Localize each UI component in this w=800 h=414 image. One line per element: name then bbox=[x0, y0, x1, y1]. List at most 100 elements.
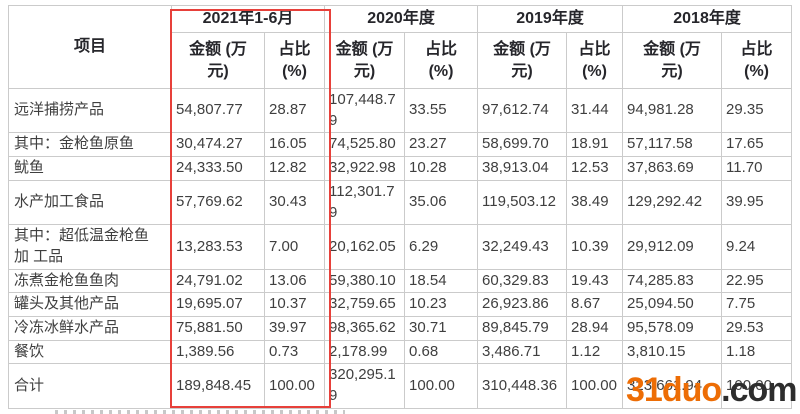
cell-ratio: 38.49 bbox=[566, 179, 624, 226]
cell-amount: 189,848.45 bbox=[171, 363, 265, 409]
col-group-2020: 2020年度 bbox=[324, 4, 479, 34]
row-label: 罐头及其他产品 bbox=[8, 292, 172, 317]
row-label: 远洋捕捞产品 bbox=[8, 88, 172, 134]
row-label: 冷冻冰鲜水产品 bbox=[8, 315, 172, 341]
cell-ratio: 7.75 bbox=[721, 292, 793, 317]
cell-ratio: 30.43 bbox=[263, 179, 326, 226]
cell-ratio: 13.06 bbox=[263, 268, 326, 294]
watermark-brand-text: 31duo bbox=[626, 371, 722, 409]
cell-ratio: 22.95 bbox=[721, 268, 793, 294]
cell-amount: 57,769.62 bbox=[171, 179, 265, 226]
cell-ratio: 1.18 bbox=[721, 339, 793, 365]
cell-ratio: 23.27 bbox=[404, 132, 479, 158]
cell-ratio: 39.97 bbox=[263, 315, 326, 341]
table-row: 餐饮 1,389.56 0.73 2,178.99 0.68 3,486.71 … bbox=[8, 339, 793, 365]
table-row: 冻煮金枪鱼鱼肉 24,791.02 13.06 59,380.10 18.54 … bbox=[8, 268, 793, 294]
cell-ratio: 10.28 bbox=[404, 156, 479, 181]
cell-amount: 59,380.10 bbox=[324, 268, 406, 294]
subheader-ratio-2021: 占比 (%) bbox=[263, 32, 326, 90]
watermark-logo: 31duo.com bbox=[626, 371, 797, 410]
cell-ratio: 100.00 bbox=[263, 363, 326, 409]
cell-ratio: 19.43 bbox=[566, 268, 624, 294]
cell-amount: 3,810.15 bbox=[622, 339, 723, 365]
row-label-total: 合计 bbox=[8, 363, 172, 409]
cell-ratio: 12.82 bbox=[263, 156, 326, 181]
cell-amount: 20,162.05 bbox=[324, 224, 406, 270]
cell-ratio: 1.12 bbox=[566, 339, 624, 365]
cutoff-text-remnant bbox=[55, 410, 345, 414]
cell-ratio: 0.68 bbox=[404, 339, 479, 365]
cell-amount: 1,389.56 bbox=[171, 339, 265, 365]
row-label: 其中：超低温金枪鱼加 工品 bbox=[8, 224, 172, 270]
cell-amount: 19,695.07 bbox=[171, 292, 265, 317]
cell-amount: 98,365.62 bbox=[324, 315, 406, 341]
cell-ratio: 100.00 bbox=[404, 363, 479, 409]
cell-amount: 2,178.99 bbox=[324, 339, 406, 365]
cell-ratio: 31.44 bbox=[566, 88, 624, 134]
cell-amount: 112,301.79 bbox=[324, 179, 406, 226]
cell-amount: 94,981.28 bbox=[622, 88, 723, 134]
cell-ratio: 28.87 bbox=[263, 88, 326, 134]
subheader-ratio-2020: 占比 (%) bbox=[404, 32, 479, 90]
table-header-group-row: 项目 2021年1-6月 2020年度 2019年度 2018年度 bbox=[8, 4, 793, 90]
subheader-ratio-2019: 占比 (%) bbox=[566, 32, 624, 90]
cell-ratio: 33.55 bbox=[404, 88, 479, 134]
table-row: 罐头及其他产品 19,695.07 10.37 32,759.65 10.23 … bbox=[8, 292, 793, 317]
cell-amount: 38,913.04 bbox=[477, 156, 568, 181]
cell-amount: 119,503.12 bbox=[477, 179, 568, 226]
cell-amount: 320,295.19 bbox=[324, 363, 406, 409]
cell-ratio: 7.00 bbox=[263, 224, 326, 270]
cell-amount: 32,922.98 bbox=[324, 156, 406, 181]
cell-amount: 58,699.70 bbox=[477, 132, 568, 158]
cell-amount: 25,094.50 bbox=[622, 292, 723, 317]
watermark-suffix-text: .com bbox=[721, 371, 797, 409]
table-subheader-row: 金额 (万 元) 占比 (%) 金额 (万 元) 占比 (%) 金额 (万 元)… bbox=[9, 32, 793, 90]
table-row-total: 合计 189,848.45 100.00 320,295.19 100.00 3… bbox=[8, 363, 793, 409]
col-group-2018: 2018年度 bbox=[622, 4, 793, 34]
cell-ratio: 18.54 bbox=[404, 268, 479, 294]
cell-amount: 32,759.65 bbox=[324, 292, 406, 317]
table-row: 其中：金枪鱼原鱼 30,474.27 16.05 74,525.80 23.27… bbox=[8, 132, 793, 158]
table-row: 水产加工食品 57,769.62 30.43 112,301.79 35.06 … bbox=[8, 179, 793, 226]
cell-ratio: 8.67 bbox=[566, 292, 624, 317]
cell-ratio: 0.73 bbox=[263, 339, 326, 365]
cell-amount: 323,661.94 bbox=[622, 363, 723, 409]
cell-amount: 26,923.86 bbox=[477, 292, 568, 317]
subheader-amount-2019: 金额 (万 元) bbox=[477, 32, 568, 90]
cell-ratio: 30.71 bbox=[404, 315, 479, 341]
cell-amount: 89,845.79 bbox=[477, 315, 568, 341]
table-row: 冷冻冰鲜水产品 75,881.50 39.97 98,365.62 30.71 … bbox=[8, 315, 793, 341]
cell-amount: 32,249.43 bbox=[477, 224, 568, 270]
row-label: 餐饮 bbox=[8, 339, 172, 365]
cell-amount: 60,329.83 bbox=[477, 268, 568, 294]
row-label: 水产加工食品 bbox=[8, 179, 172, 226]
cell-ratio: 10.37 bbox=[263, 292, 326, 317]
cell-ratio: 9.24 bbox=[721, 224, 793, 270]
cell-ratio: 100.00 bbox=[566, 363, 624, 409]
subheader-amount-2021: 金额 (万 元) bbox=[171, 32, 265, 90]
cell-ratio: 100.00 bbox=[721, 363, 793, 409]
cell-ratio: 29.35 bbox=[721, 88, 793, 134]
cell-ratio: 16.05 bbox=[263, 132, 326, 158]
cell-amount: 57,117.58 bbox=[622, 132, 723, 158]
row-label: 其中：金枪鱼原鱼 bbox=[8, 132, 172, 158]
cell-amount: 75,881.50 bbox=[171, 315, 265, 341]
subheader-ratio-2018: 占比 (%) bbox=[721, 32, 793, 90]
cell-amount: 74,525.80 bbox=[324, 132, 406, 158]
financial-table: 项目 2021年1-6月 2020年度 2019年度 2018年度 金额 (万 … bbox=[8, 4, 793, 409]
col-group-2021h1: 2021年1-6月 bbox=[170, 4, 326, 34]
cell-amount: 310,448.36 bbox=[477, 363, 568, 409]
cell-amount: 24,791.02 bbox=[171, 268, 265, 294]
cell-amount: 13,283.53 bbox=[171, 224, 265, 270]
cell-amount: 29,912.09 bbox=[622, 224, 723, 270]
cell-amount: 97,612.74 bbox=[477, 88, 568, 134]
row-label: 冻煮金枪鱼鱼肉 bbox=[8, 268, 172, 294]
cell-amount: 54,807.77 bbox=[171, 88, 265, 134]
cell-ratio: 28.94 bbox=[566, 315, 624, 341]
cell-amount: 24,333.50 bbox=[171, 156, 265, 181]
row-label: 鱿鱼 bbox=[8, 156, 172, 181]
table-row: 鱿鱼 24,333.50 12.82 32,922.98 10.28 38,91… bbox=[8, 156, 793, 181]
cell-ratio: 17.65 bbox=[721, 132, 793, 158]
cell-ratio: 18.91 bbox=[566, 132, 624, 158]
cell-amount: 37,863.69 bbox=[622, 156, 723, 181]
